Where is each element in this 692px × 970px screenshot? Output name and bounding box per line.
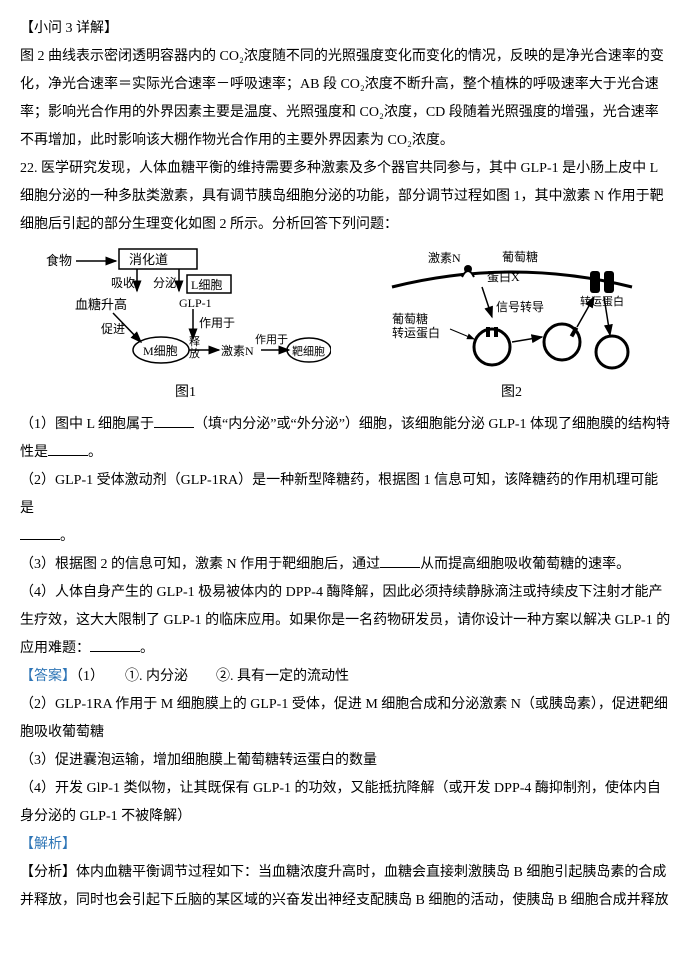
question-1: （1）图中 L 细胞属于（填“内分泌”或“外分泌”）细胞，该细胞能分泌 GLP-…	[20, 411, 672, 467]
figure-2-svg: 激素N 葡萄糖 蛋白X 转运蛋白 信号转导 葡萄糖 转运蛋白	[372, 247, 652, 377]
answer-2: （2）GLP-1RA 作用于 M 细胞膜上的 GLP-1 受体，促进 M 细胞合…	[20, 691, 672, 747]
blank	[48, 441, 88, 456]
analysis-head: 【分析】	[20, 865, 76, 880]
q1-text-a: （1）图中 L 细胞属于	[20, 417, 154, 432]
fig1-absorb-label: 吸收	[111, 276, 135, 290]
fig2-signal-label: 信号转导	[496, 299, 544, 314]
q3-text-a: （3）根据图 2 的信息可知，激素 N 作用于靶细胞后，通过	[20, 557, 380, 572]
fig1-bloodup-label: 血糖升高	[75, 297, 127, 312]
question-4: （4）人体自身产生的 GLP-1 极易被体内的 DPP-4 酶降解，因此必须持续…	[20, 579, 672, 663]
answer-3: （3）促进囊泡运输，增加细胞膜上葡萄糖转运蛋白的数量	[20, 747, 672, 775]
fig1-target-label: 靶细胞	[292, 345, 325, 358]
blank	[90, 637, 140, 652]
fig2-gt-label1: 葡萄糖	[392, 311, 428, 326]
blank	[380, 553, 420, 568]
q2-text-b: 。	[60, 529, 74, 544]
analysis-label-line: 【解析】	[20, 831, 672, 859]
question-22-stem: 22. 医学研究发现，人体血糖平衡的维持需要多种激素及多个器官共同参与，其中 G…	[20, 155, 672, 239]
answer-label: 【答案】	[20, 669, 76, 684]
figure-1: 食物 消化道 吸收 分泌 L细胞 血糖升高 促进 GLP-1 作用于 M细胞	[41, 247, 331, 407]
fig1-secrete-label: 分泌	[153, 276, 177, 290]
fig1-glp-label: GLP-1	[179, 296, 212, 310]
fig1-hormoneN-label: 激素N	[221, 344, 254, 358]
analysis-text: 体内血糖平衡调节过程如下：当血糖浓度升高时，血糖会直接刺激胰岛 B 细胞引起胰岛…	[20, 865, 669, 908]
fig1-acton1-label: 作用于	[199, 316, 235, 330]
blank	[20, 525, 60, 540]
q1-text-c: 。	[88, 445, 102, 460]
analysis-label: 【解析】	[20, 837, 76, 852]
fig1-promote-label: 促进	[101, 322, 125, 336]
fig1-lcell-label: L细胞	[191, 278, 222, 292]
figure-1-caption: 图1	[41, 379, 331, 407]
figure-2-caption: 图2	[372, 379, 652, 407]
answer-1: （1） ①. 内分泌 ②. 具有一定的流动性	[76, 669, 349, 684]
question-2: （2）GLP-1 受体激动剂（GLP-1RA）是一种新型降糖药，根据图 1 信息…	[20, 467, 672, 551]
q2-text-a: （2）GLP-1 受体激动剂（GLP-1RA）是一种新型降糖药，根据图 1 信息…	[20, 473, 658, 516]
fig1-release-label: 释放	[189, 335, 200, 360]
fig1-mcell-label: M细胞	[143, 344, 178, 358]
q3-text-b: 从而提高细胞吸收葡萄糖的速率。	[420, 557, 630, 572]
q4-text-b: 。	[140, 641, 154, 656]
figures-row: 食物 消化道 吸收 分泌 L细胞 血糖升高 促进 GLP-1 作用于 M细胞	[20, 247, 672, 407]
fig1-tract-label: 消化道	[129, 252, 168, 267]
explanation-paragraph: 图 2 曲线表示密闭透明容器内的 CO₂浓度随不同的光照强度变化而变化的情况，反…	[20, 43, 672, 155]
analysis-body: 【分析】体内血糖平衡调节过程如下：当血糖浓度升高时，血糖会直接刺激胰岛 B 细胞…	[20, 859, 672, 915]
figure-1-svg: 食物 消化道 吸收 分泌 L细胞 血糖升高 促进 GLP-1 作用于 M细胞	[41, 247, 331, 377]
fig1-acton2-label: 作用于	[255, 333, 288, 346]
sub-question-header: 【小问 3 详解】	[20, 15, 672, 43]
figure-2: 激素N 葡萄糖 蛋白X 转运蛋白 信号转导 葡萄糖 转运蛋白	[372, 247, 652, 407]
question-3: （3）根据图 2 的信息可知，激素 N 作用于靶细胞后，通过 从而提高细胞吸收葡萄…	[20, 551, 672, 579]
fig2-hormoneN-label: 激素N	[428, 251, 461, 265]
fig2-proteinX-label: 蛋白X	[487, 269, 520, 284]
fig2-tp-label: 转运蛋白	[580, 294, 624, 308]
answer-4: （4）开发 GlP-1 类似物，让其既保有 GLP-1 的功效，又能抵抗降解（或…	[20, 775, 672, 831]
answer-line-1: 【答案】（1） ①. 内分泌 ②. 具有一定的流动性	[20, 663, 672, 691]
fig2-gt-label2: 转运蛋白	[392, 325, 440, 340]
blank	[154, 413, 194, 428]
fig1-food-label: 食物	[46, 253, 72, 268]
fig2-glucose-label: 葡萄糖	[502, 249, 538, 264]
